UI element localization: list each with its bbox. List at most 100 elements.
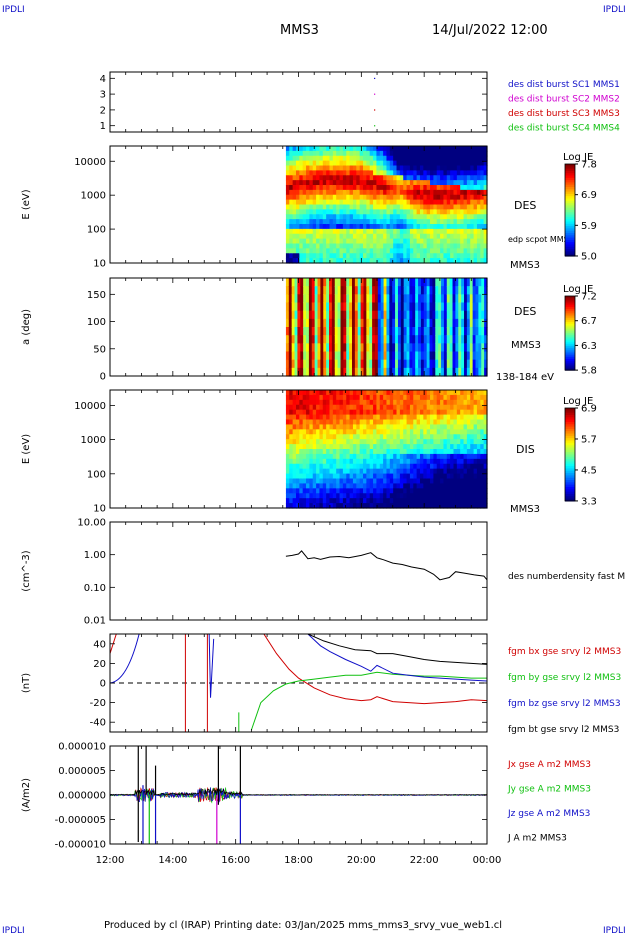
spectrogram-cell xyxy=(453,253,458,259)
spectrogram-cell xyxy=(478,367,482,377)
spectrogram-cell xyxy=(430,483,434,489)
dis-energy-y-tick-label: 10 xyxy=(93,504,106,515)
spectrogram-cell xyxy=(426,335,431,344)
spectrogram-cell xyxy=(419,219,424,225)
spectrogram-cell xyxy=(473,185,478,191)
spectrogram-cell xyxy=(463,444,468,450)
spectrogram-cell xyxy=(469,367,474,377)
spectrogram-cell xyxy=(316,150,321,157)
spectrogram-cell xyxy=(319,194,324,201)
spectrogram-cell xyxy=(460,228,465,235)
spectrogram-cell xyxy=(438,278,442,287)
spectrogram-cell xyxy=(441,294,445,304)
spectrogram-cell xyxy=(386,414,391,421)
spectrogram-cell xyxy=(440,214,445,220)
spectrogram-cell xyxy=(460,458,465,465)
spectrogram-cell xyxy=(476,419,481,426)
spectrogram-cell xyxy=(346,170,351,176)
spectrogram-cell xyxy=(483,478,488,485)
spectrogram-cell xyxy=(450,498,455,504)
spectrogram-cell xyxy=(342,233,347,240)
spectrogram-cell xyxy=(339,488,344,494)
spectrogram-cell xyxy=(406,253,411,259)
colorbar-swatch xyxy=(565,305,575,308)
spectrogram-cell xyxy=(470,238,475,245)
spectrogram-cell xyxy=(435,310,439,320)
spectrogram-cell xyxy=(412,302,416,312)
spectrogram-cell xyxy=(423,302,428,312)
spectrogram-cell xyxy=(316,165,321,171)
spectrogram-cell xyxy=(374,294,379,304)
spectrogram-cell xyxy=(316,453,321,460)
spectrogram-cell xyxy=(416,150,421,157)
spectrogram-cell xyxy=(300,286,304,295)
spectrogram-cell xyxy=(481,278,485,287)
spectrogram-cell xyxy=(349,424,354,430)
spectrogram-cell xyxy=(389,209,394,215)
spectrogram-cell xyxy=(349,394,354,401)
spectrogram-cell xyxy=(373,453,378,460)
spectrogram-cell xyxy=(453,228,458,235)
spectrogram-cell xyxy=(458,278,462,287)
spectrogram-cell xyxy=(470,233,475,240)
spectrogram-cell xyxy=(473,463,478,470)
spectrogram-cell xyxy=(369,351,373,361)
spectrogram-cell xyxy=(409,367,413,377)
spectrogram-cell xyxy=(299,194,304,201)
spectrogram-cell xyxy=(377,327,382,336)
spectrogram-cell xyxy=(433,399,438,406)
spectrogram-cell xyxy=(383,204,388,210)
spectrogram-cell xyxy=(351,327,356,336)
spectrogram-cell xyxy=(302,419,307,426)
spectrogram-cell xyxy=(289,449,294,455)
spectrogram-cell xyxy=(369,493,374,499)
spectrogram-cell xyxy=(309,204,314,210)
spectrogram-cell xyxy=(289,209,294,215)
spectrogram-cell xyxy=(452,294,457,304)
spectrogram-cell xyxy=(366,180,371,186)
burst-y-tick-label: 4 xyxy=(100,74,106,85)
spectrogram-cell xyxy=(456,160,461,167)
spectrogram-cell xyxy=(295,258,300,264)
spectrogram-cell xyxy=(441,318,445,328)
spectrogram-cell xyxy=(352,170,357,176)
spectrogram-cell xyxy=(369,302,373,312)
spectrogram-cell xyxy=(383,399,388,406)
spectrogram-cell xyxy=(360,310,365,320)
spectrogram-cell xyxy=(466,185,471,191)
spectrogram-cell xyxy=(316,204,321,210)
spectrogram-cell xyxy=(413,228,418,235)
spectrogram-cell xyxy=(483,233,488,240)
spectrogram-cell xyxy=(299,209,304,215)
spectrogram-cell xyxy=(352,204,357,210)
spectrogram-cell xyxy=(340,302,344,312)
spectrogram-cell xyxy=(396,399,401,406)
spectrogram-cell xyxy=(433,463,438,470)
spectrogram-cell xyxy=(323,294,327,304)
spectrogram-cell xyxy=(399,394,404,401)
spectrogram-cell xyxy=(436,243,441,249)
spectrogram-cell xyxy=(386,444,391,450)
spectrogram-cell xyxy=(395,302,399,312)
spectrogram-cell xyxy=(357,318,362,328)
spectrogram-cell xyxy=(476,170,481,176)
spectrogram-cell xyxy=(334,310,339,320)
spectrogram-cell xyxy=(430,399,434,406)
spectrogram-cell xyxy=(311,335,316,344)
spectrogram-cell xyxy=(366,204,371,210)
spectrogram-cell xyxy=(413,394,418,401)
spectrogram-cell xyxy=(483,214,488,220)
spectrogram-cell xyxy=(337,278,342,287)
spectrogram-cell xyxy=(342,449,347,455)
spectrogram-cell xyxy=(419,429,424,435)
colorbar-swatch xyxy=(565,438,575,442)
spectrogram-cell xyxy=(429,367,434,377)
spectrogram-cell xyxy=(473,424,478,430)
spectrogram-cell xyxy=(476,243,481,249)
spectrogram-cell xyxy=(409,458,414,465)
spectrogram-cell xyxy=(316,253,321,259)
field-legend-label: fgm bx gse srvy l2 MMS3 xyxy=(508,647,621,657)
spectrogram-cell xyxy=(419,390,424,396)
spectrogram-cell xyxy=(312,483,317,489)
